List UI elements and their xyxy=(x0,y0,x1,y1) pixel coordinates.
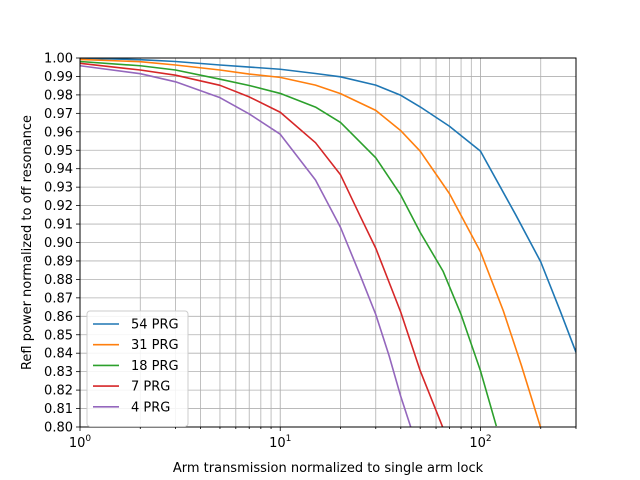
legend-box xyxy=(86,310,189,427)
series-line-4 xyxy=(80,64,412,427)
y-tick-label: 0.87 xyxy=(44,291,73,306)
series-line-2 xyxy=(80,60,498,427)
series-line-3 xyxy=(80,62,444,427)
legend: 54 PRG 31 PRG 18 PRG 7 PRG 4 PRG xyxy=(86,310,189,427)
series-line-1 xyxy=(80,58,542,427)
y-tick-label: 0.94 xyxy=(44,162,73,177)
x-tick-label: 100 xyxy=(69,434,92,451)
y-tick-label: 0.80 xyxy=(44,421,73,436)
series-line-0 xyxy=(80,58,576,353)
tick-layer: 0.80 0.81 0.82 0.83 0.84 0.85 0.86 0.87 0.88 0.89… xyxy=(44,52,577,451)
grid-lines xyxy=(79,57,577,428)
y-tick-label: 0.91 xyxy=(44,218,73,233)
legend-label-1: 31 PRG xyxy=(131,338,179,353)
y-tick-label: 0.96 xyxy=(44,125,73,140)
y-tick-label: 0.98 xyxy=(44,88,73,103)
y-tick-label: 0.99 xyxy=(44,70,73,85)
y-tick-label: 1.00 xyxy=(44,52,73,67)
x-axis-label: Arm transmission normalized to single ar… xyxy=(173,461,484,476)
y-tick-label: 0.92 xyxy=(44,199,73,214)
x-tick-label: 102 xyxy=(469,434,491,451)
y-tick-label: 0.90 xyxy=(44,236,73,251)
legend-label-0: 54 PRG xyxy=(131,318,179,333)
y-tick-label: 0.83 xyxy=(44,365,73,380)
legend-label-2: 18 PRG xyxy=(131,359,179,374)
y-tick-label: 0.85 xyxy=(44,328,73,343)
x-tick-label: 101 xyxy=(269,434,291,451)
y-axis-label: Refl power normalized to off resonance xyxy=(20,115,35,370)
y-tick-label: 0.84 xyxy=(44,347,73,362)
y-tick-label: 0.95 xyxy=(44,144,73,159)
y-tick-label: 0.93 xyxy=(44,181,73,196)
series-layer xyxy=(80,58,576,427)
legend-label-3: 7 PRG xyxy=(131,380,170,395)
y-tick-label: 0.86 xyxy=(44,310,73,325)
y-tick-label: 0.81 xyxy=(44,402,73,417)
y-tick-label: 0.82 xyxy=(44,384,73,399)
y-tick-label: 0.88 xyxy=(44,273,73,288)
y-tick-label: 0.89 xyxy=(44,254,73,269)
y-tick-label: 0.97 xyxy=(44,107,73,122)
legend-label-4: 4 PRG xyxy=(131,400,170,415)
